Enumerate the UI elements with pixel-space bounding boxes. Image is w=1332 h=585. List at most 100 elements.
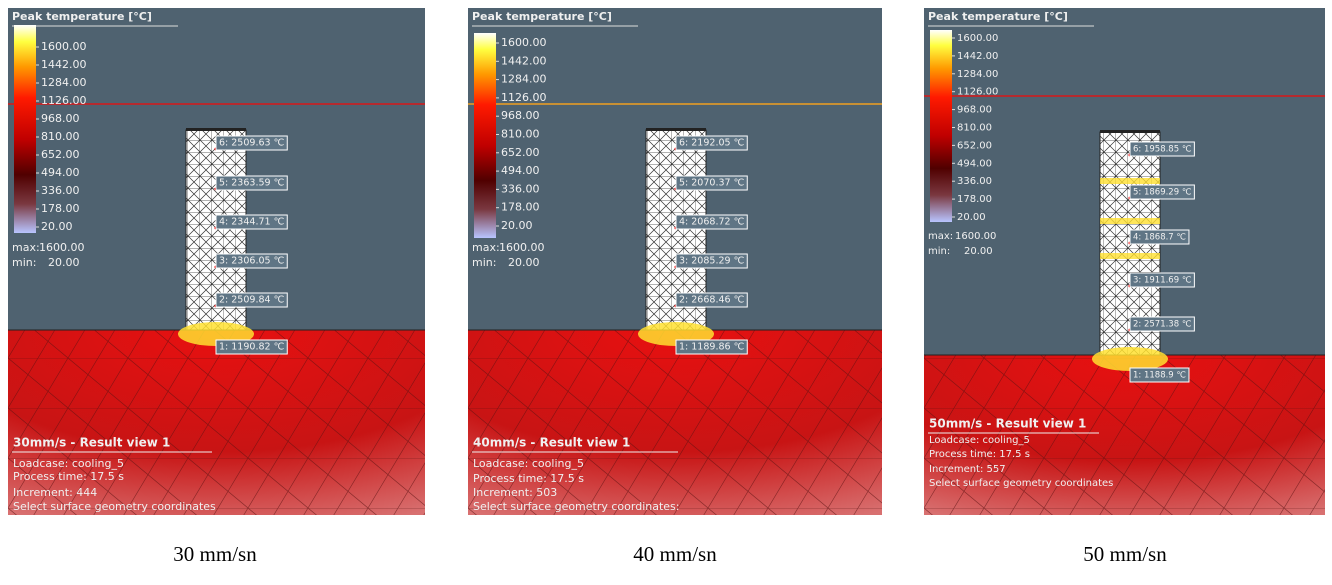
info-line: Select surface geometry coordinates (13, 500, 216, 513)
result-view: Peak temperature [°C] 1600.00 1442.00 1284.… (924, 8, 1325, 515)
legend-title: Peak temperature [°C] (472, 10, 612, 23)
legend-label: 20.00 (501, 219, 533, 232)
legend-label: 178.00 (501, 201, 540, 214)
substrate-mesh (8, 330, 425, 515)
probe-label: 4: 2068.72 ℃ (679, 217, 745, 228)
max-value: 1600.00 (39, 241, 85, 254)
probe-box (215, 339, 288, 355)
result-view: Peak temperature [°C] 1600.00 1442.00 1284.… (8, 8, 425, 515)
probe-box (675, 253, 748, 269)
probe-box (675, 339, 748, 355)
legend-label: 1442.00 (501, 54, 547, 67)
probe-box (215, 175, 288, 191)
info-line: Process time: 17.5 s (473, 472, 584, 485)
probe-label: 2: 2509.84 ℃ (219, 295, 285, 306)
probe-box (675, 292, 748, 308)
view-title: 40mm/s - Result view 1 (473, 436, 630, 450)
probe-label: 5: 1869.29 ℃ (1133, 188, 1192, 198)
info-line: Process time: 17.5 s (929, 449, 1030, 460)
probe-box (1129, 229, 1190, 245)
hot-band (1100, 178, 1160, 184)
probe-box (1129, 141, 1195, 157)
legend-label: 810.00 (957, 123, 992, 134)
probe-box (215, 214, 288, 230)
substrate-mesh (924, 355, 1325, 515)
probe-box (675, 175, 748, 191)
legend-label: 336.00 (41, 184, 80, 197)
legend-label: 1600.00 (41, 40, 87, 53)
probe-box (215, 135, 288, 151)
info-line: Select surface geometry coordinates: (473, 500, 680, 513)
legend-label: 1284.00 (501, 73, 547, 86)
legend-label: 968.00 (41, 112, 80, 125)
legend-label: 178.00 (957, 194, 992, 205)
info-line: Loadcase: cooling_5 (929, 435, 1030, 446)
min-label: min: (928, 246, 950, 257)
probe-box (1129, 367, 1190, 383)
probe-box (1129, 184, 1195, 200)
probe-label: 2: 2571.38 ℃ (1133, 320, 1192, 330)
info-line: Increment: 557 (929, 464, 1006, 475)
legend-label: 810.00 (41, 130, 80, 143)
probe-box (215, 253, 288, 269)
caption: 50 mm/sn (1083, 542, 1167, 566)
color-bar (474, 33, 496, 238)
legend-label: 810.00 (501, 128, 540, 141)
legend-label: 1442.00 (41, 58, 87, 71)
probe-label: 5: 2070.37 ℃ (679, 178, 745, 189)
view-title: 30mm/s - Result view 1 (13, 436, 170, 450)
column-cap (1100, 130, 1160, 133)
probe-label: 2: 2668.46 ℃ (679, 295, 745, 306)
hot-band (1100, 218, 1160, 224)
info-line: Select surface geometry coordinates (929, 478, 1113, 489)
legend-label: 652.00 (501, 146, 540, 159)
legend-title: Peak temperature [°C] (12, 10, 152, 23)
probe-box (215, 292, 288, 308)
legend-label: 20.00 (957, 212, 986, 223)
legend-label: 1126.00 (501, 91, 547, 104)
max-label: max: (928, 231, 953, 242)
legend-label: 1126.00 (957, 87, 998, 98)
max-value: 1600.00 (955, 231, 996, 242)
max-label: max: (472, 241, 500, 254)
probe-label: 1: 1188.9 ℃ (1133, 371, 1186, 381)
legend-label: 968.00 (957, 105, 992, 116)
probe-label: 3: 2085.29 ℃ (679, 256, 745, 267)
caption: 30 mm/sn (173, 542, 257, 566)
column-cap (646, 128, 706, 131)
legend-label: 1600.00 (957, 33, 998, 44)
color-bar (930, 30, 952, 222)
probe-label: 1: 1189.86 ℃ (679, 342, 745, 353)
view-title: 50mm/s - Result view 1 (929, 417, 1086, 431)
probe-label: 6: 1958.85 ℃ (1133, 145, 1192, 155)
probe-box (1129, 272, 1195, 288)
probe-label: 4: 1868.7 ℃ (1133, 233, 1186, 243)
probe-box (1129, 316, 1195, 332)
legend-label: 1126.00 (41, 94, 87, 107)
info-line: Increment: 503 (473, 486, 557, 499)
info-line: Loadcase: cooling_5 (13, 457, 124, 470)
probe-label: 3: 2306.05 ℃ (219, 256, 285, 267)
legend-label: 494.00 (957, 158, 992, 169)
result-view: Peak temperature [°C] 1600.00 1442.00 1284.… (468, 8, 882, 515)
legend-label: 494.00 (41, 166, 80, 179)
legend-label: 1600.00 (501, 36, 547, 49)
legend-label: 1442.00 (957, 51, 998, 62)
min-label: min: (12, 256, 36, 269)
hot-zone (1092, 347, 1168, 371)
min-value: 20.00 (48, 256, 80, 269)
probe-label: 6: 2192.05 ℃ (679, 138, 745, 149)
probe-label: 1: 1190.82 ℃ (219, 342, 285, 353)
caption: 40 mm/sn (633, 542, 717, 566)
min-label: min: (472, 256, 496, 269)
info-line: Increment: 444 (13, 486, 97, 499)
legend-label: 1284.00 (41, 76, 87, 89)
legend-label: 336.00 (501, 182, 540, 195)
legend-title: Peak temperature [°C] (928, 10, 1068, 23)
legend-label: 652.00 (957, 140, 992, 151)
probe-label: 5: 2363.59 ℃ (219, 178, 285, 189)
legend-label: 336.00 (957, 176, 992, 187)
max-value: 1600.00 (499, 241, 545, 254)
legend-label: 20.00 (41, 220, 73, 233)
info-line: Process time: 17.5 s (13, 470, 124, 483)
